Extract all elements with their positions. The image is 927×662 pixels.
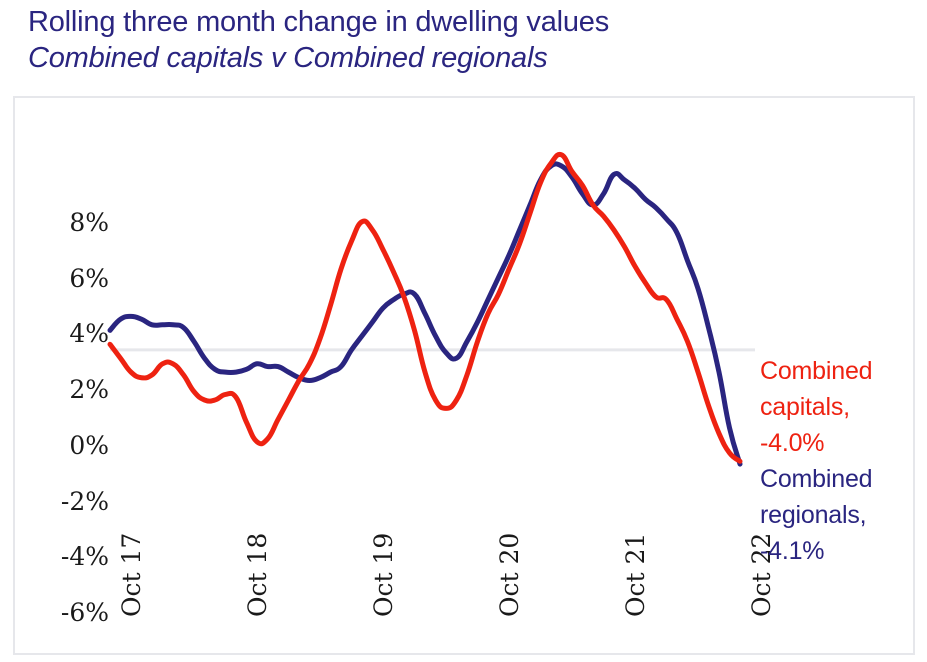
x-axis: Oct 17 Oct 18 Oct 19 Oct 20 Oct 21 Oct 22 xyxy=(110,517,776,657)
x-axis-tick-label: Oct 19 xyxy=(369,532,398,617)
page-subtitle: Combined capitals v Combined regionals xyxy=(28,42,548,74)
line-chart-svg xyxy=(107,151,755,467)
y-axis-tick-label: 2% xyxy=(69,375,109,405)
x-axis-tick-label: Oct 20 xyxy=(495,532,524,617)
y-axis-tick-label: 0% xyxy=(69,430,109,460)
y-axis-tick-label: 6% xyxy=(69,263,109,293)
page-title: Rolling three month change in dwelling v… xyxy=(28,6,610,38)
y-axis-tick-label: -6% xyxy=(60,598,109,627)
title-block: Rolling three month change in dwelling v… xyxy=(28,4,888,76)
legend-capitals-value: -4.0% xyxy=(760,429,825,457)
x-axis-tick-label: Oct 21 xyxy=(621,532,650,617)
y-axis-tick-label: -4% xyxy=(60,542,109,572)
legend-regionals-line1: Combined xyxy=(760,465,873,493)
x-axis-tick-label: Oct 17 xyxy=(117,532,146,617)
plot-area xyxy=(107,127,755,517)
legend-item-combined-regionals: Combined regionals, -4.1% xyxy=(760,461,920,569)
legend-regionals-line2: regionals, xyxy=(760,501,867,529)
y-axis-tick-label: 8% xyxy=(69,208,109,237)
legend-regionals-value: -4.1% xyxy=(760,537,825,565)
legend: Combined capitals, -4.0% Combined region… xyxy=(760,353,920,569)
y-axis: 8% 6% 4% 2% 0% -2% -4% -6% xyxy=(27,194,109,625)
series-line-combined-regionals xyxy=(107,161,743,467)
y-axis-tick-label: -2% xyxy=(60,486,109,516)
legend-item-combined-capitals: Combined capitals, -4.0% xyxy=(760,353,920,461)
y-axis-tick-label: 4% xyxy=(69,319,109,349)
chart-frame: 8% 6% 4% 2% 0% -2% -4% -6% Oct 17 Oct 18 Oct 19 Oc… xyxy=(13,96,915,655)
x-axis-tick-label: Oct 18 xyxy=(243,532,272,617)
legend-capitals-line1: Combined xyxy=(760,357,873,385)
series-line-combined-capitals xyxy=(107,151,743,464)
legend-capitals-line2: capitals, xyxy=(760,393,850,421)
